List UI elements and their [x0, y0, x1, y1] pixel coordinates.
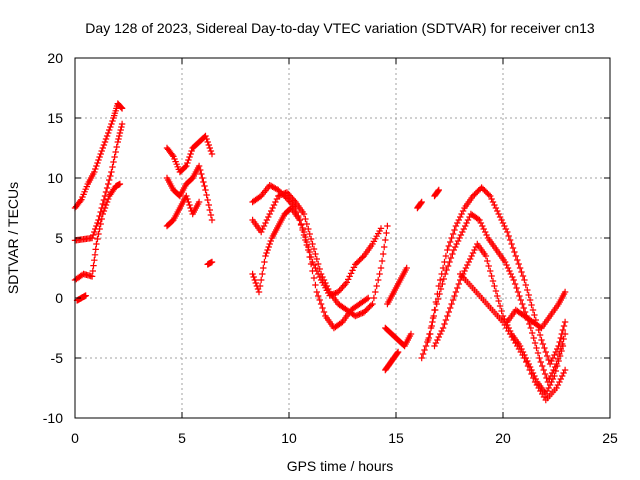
data-point-markers: [431, 186, 442, 200]
y-tick-label: 5: [55, 230, 63, 246]
series-trace-20: [431, 186, 442, 200]
axis-ticks: 0 5 10 15 20 25 -10 -5 0 5 10 15 20: [43, 50, 618, 446]
data-point-markers: [384, 264, 410, 308]
x-tick-label: 10: [281, 430, 297, 446]
data-point-markers: [163, 132, 216, 176]
series-trace-6: [163, 162, 216, 224]
data-point-markers: [163, 162, 216, 224]
data-point-markers: [457, 270, 569, 404]
series-trace-10: [249, 189, 391, 320]
y-tick-label: 15: [47, 110, 63, 126]
data-point-markers: [414, 198, 425, 212]
y-tick-label: 10: [47, 170, 63, 186]
x-tick-label: 0: [71, 430, 79, 446]
data-point-markers: [504, 288, 569, 332]
series-trace-8: [204, 258, 216, 268]
data-point-markers: [382, 324, 415, 350]
y-tick-label: 20: [47, 50, 63, 66]
y-tick-label: -10: [43, 410, 63, 426]
x-tick-label: 20: [495, 430, 511, 446]
x-tick-label: 25: [602, 430, 618, 446]
data-point-markers: [382, 348, 402, 374]
x-tick-label: 5: [178, 430, 186, 446]
data-point-markers: [163, 192, 203, 230]
series-trace-18: [457, 270, 569, 404]
series-trace-12: [382, 324, 415, 350]
chart-title: Day 128 of 2023, Sidereal Day-to-day VTE…: [85, 20, 595, 36]
series-trace-14: [384, 264, 410, 308]
data-point-markers: [249, 204, 372, 332]
series-trace-11: [249, 204, 372, 332]
x-axis-label: GPS time / hours: [287, 458, 394, 474]
y-tick-label: 0: [55, 290, 63, 306]
data-points: [71, 100, 569, 404]
series-trace-19: [504, 288, 569, 332]
series-trace-7: [163, 192, 203, 230]
series-trace-16: [424, 210, 569, 386]
data-point-markers: [249, 189, 391, 320]
data-point-markers: [424, 210, 569, 386]
data-point-markers: [204, 258, 216, 268]
y-tick-label: -5: [51, 350, 64, 366]
series-trace-5: [163, 132, 216, 176]
y-axis-label: SDTVAR / TECUs: [5, 182, 21, 294]
x-tick-label: 15: [388, 430, 404, 446]
series-trace-13: [382, 348, 402, 374]
series-trace-21: [414, 198, 425, 212]
